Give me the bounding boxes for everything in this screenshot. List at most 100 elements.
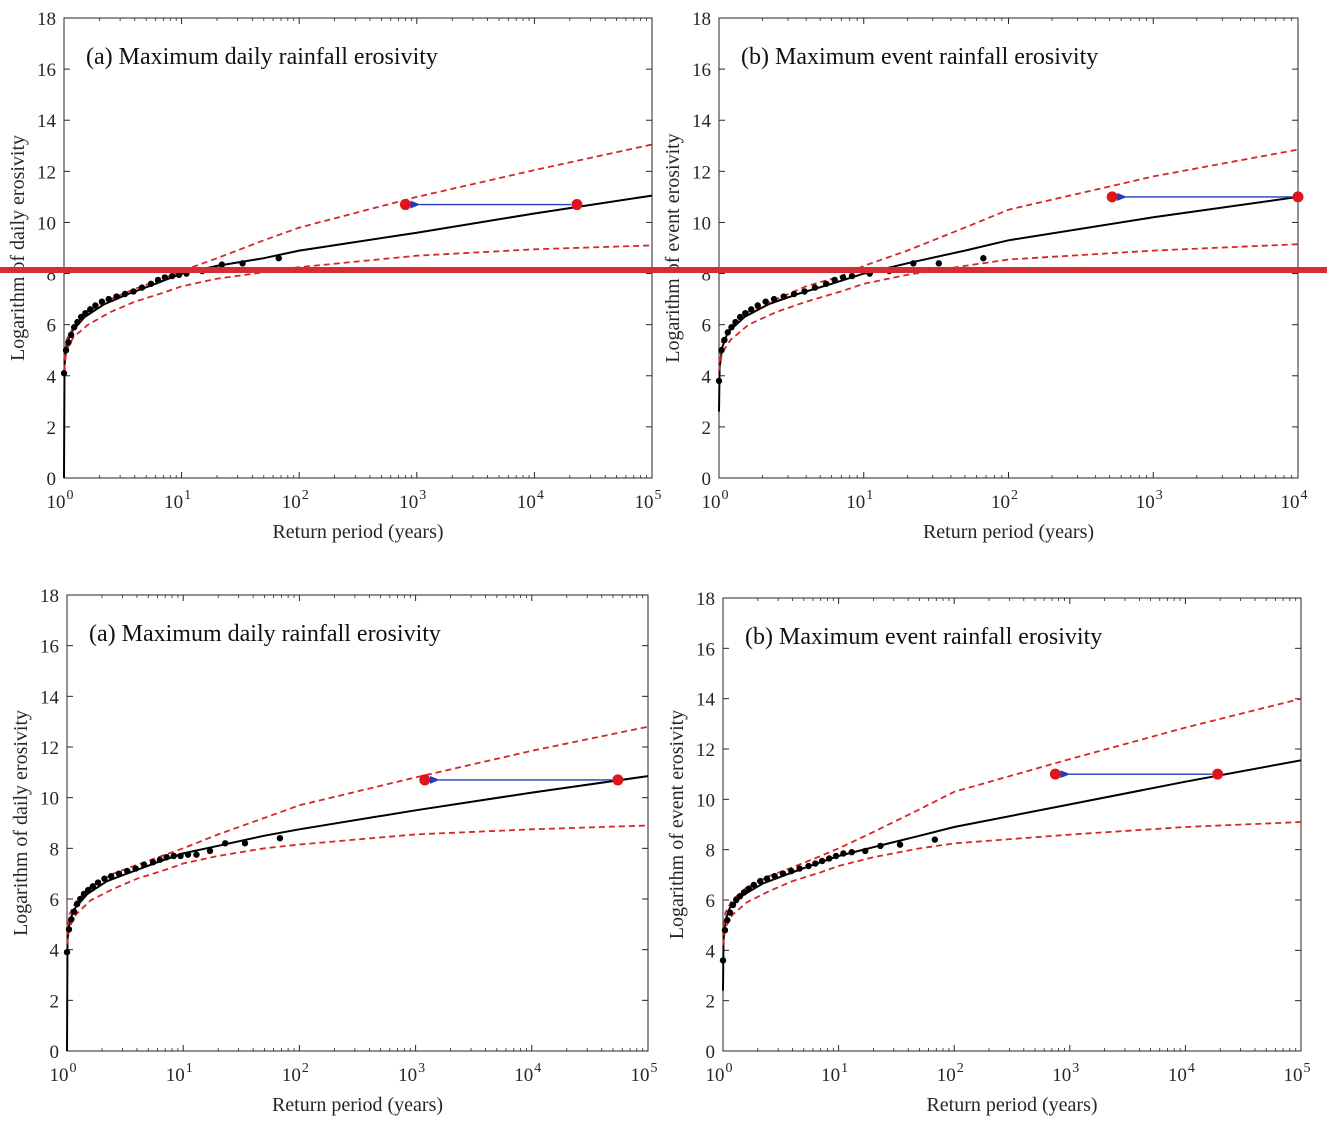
chart-4-ytick-label: 4 bbox=[706, 941, 716, 962]
chart-1-data-point bbox=[105, 295, 112, 303]
chart-3-data-point bbox=[70, 908, 78, 915]
chart-2-red-marker-2 bbox=[1292, 191, 1304, 203]
chart-2-xtick-label: 101 bbox=[846, 488, 873, 513]
chart-3-data-point bbox=[177, 852, 184, 860]
chart-2-data-point bbox=[715, 377, 723, 385]
chart-2-data-point bbox=[728, 324, 735, 331]
chart-3-data-point bbox=[94, 879, 102, 886]
chart-3-ytick-label: 6 bbox=[50, 890, 60, 911]
chart-2-data-point bbox=[770, 295, 778, 303]
chart-4-data-point bbox=[745, 885, 752, 892]
chart-1-xtick-label: 103 bbox=[399, 488, 426, 513]
chart-3-xtick-label: 104 bbox=[514, 1061, 541, 1086]
chart-3-data-point bbox=[156, 856, 164, 863]
chart-2-ytick-label: 14 bbox=[692, 111, 712, 132]
chart-4-data-point bbox=[818, 857, 826, 865]
chart-4-data-point bbox=[805, 862, 812, 870]
chart-1-series-ci-upper bbox=[63, 143, 653, 361]
chart-1-xtick-label: 100 bbox=[47, 488, 74, 513]
chart-3-xtick-label: 102 bbox=[282, 1061, 309, 1086]
chart-2-ytick-label: 2 bbox=[702, 418, 712, 439]
chart-4-ytick-label: 12 bbox=[696, 740, 715, 761]
chart-1-ytick-label: 2 bbox=[47, 418, 57, 439]
chart-2-xtick-exponent: 3 bbox=[1156, 488, 1163, 503]
chart-1-ytick-label: 14 bbox=[37, 111, 57, 132]
chart-2-ytick-label: 6 bbox=[702, 316, 712, 337]
chart-1-ytick-label: 4 bbox=[47, 367, 57, 388]
chart-4-data-point bbox=[896, 841, 904, 848]
chart-3-ytick-label: 10 bbox=[40, 789, 59, 810]
chart-4-xtick-exponent: 5 bbox=[1304, 1061, 1311, 1076]
chart-3-ytick-label: 8 bbox=[50, 839, 60, 860]
chart-3-xtick-exponent: 3 bbox=[418, 1061, 425, 1076]
chart-1-data-point bbox=[62, 347, 70, 354]
chart-2-ytick-label: 0 bbox=[702, 469, 712, 490]
chart-1-data-point bbox=[168, 272, 176, 280]
chart-4-ylabel: Logarithm of event erosivity bbox=[666, 710, 688, 939]
chart-3-data-point bbox=[73, 900, 81, 908]
chart-3-ytick-label: 2 bbox=[50, 991, 60, 1012]
chart-3-ytick-label: 14 bbox=[40, 687, 60, 708]
chart-2-title: (b) Maximum event rainfall erosivity bbox=[741, 44, 1098, 70]
chart-1-data-point bbox=[239, 260, 246, 267]
chart-1-data-point bbox=[130, 288, 137, 295]
chart-2-data-point bbox=[762, 298, 769, 305]
chart-3-xtick-exponent: 0 bbox=[70, 1061, 77, 1076]
chart-3-data-point bbox=[63, 949, 71, 956]
chart-1-data-point bbox=[70, 324, 78, 331]
chart-2-xtick-exponent: 1 bbox=[866, 488, 873, 503]
chart-3-ytick-label: 0 bbox=[50, 1042, 60, 1063]
chart-3-ytick-label: 12 bbox=[40, 738, 59, 759]
chart-3-ytick-label: 18 bbox=[40, 586, 59, 607]
chart-4-ytick-label: 16 bbox=[696, 639, 715, 660]
chart-3-data-point bbox=[107, 873, 115, 880]
chart-3-xtick-exponent: 2 bbox=[302, 1061, 309, 1076]
chart-3-data-point bbox=[68, 916, 75, 923]
chart-2-data-point bbox=[732, 318, 739, 326]
chart-4-data-point bbox=[848, 848, 855, 856]
chart-4-xtick-label: 102 bbox=[937, 1061, 964, 1086]
chart-2-data-point bbox=[790, 290, 798, 298]
chart-4-data-point bbox=[832, 852, 840, 860]
chart-2-ytick-label: 10 bbox=[692, 213, 711, 234]
chart-1-ytick-label: 0 bbox=[47, 469, 57, 490]
chart-2-data-point bbox=[718, 347, 725, 354]
chart-2-ytick-label: 12 bbox=[692, 162, 711, 183]
chart-2-xtick-label: 104 bbox=[1281, 488, 1308, 513]
chart-3-ytick-label: 16 bbox=[40, 637, 59, 658]
chart-4-data-point bbox=[719, 957, 727, 964]
chart-4-ytick-label: 10 bbox=[696, 790, 715, 811]
chart-2-data-point bbox=[801, 288, 808, 295]
chart-3-data-point bbox=[149, 859, 157, 866]
chart-3-xtick-exponent: 4 bbox=[534, 1061, 541, 1076]
chart-3-data-point bbox=[222, 840, 229, 847]
chart-4-data-point bbox=[779, 870, 787, 877]
chart-4-data-point bbox=[840, 850, 847, 857]
chart-1-xtick-label: 104 bbox=[517, 488, 544, 513]
chart-3-data-point bbox=[89, 883, 97, 890]
chart-3-data-point bbox=[101, 875, 108, 882]
chart-1-series-ci-lower bbox=[63, 244, 653, 371]
chart-3-data-point bbox=[170, 852, 177, 860]
chart-4-xtick-exponent: 3 bbox=[1072, 1061, 1079, 1076]
chart-4-data-point bbox=[862, 847, 869, 855]
chart-1-data-point bbox=[154, 276, 162, 284]
chart-4-ytick-label: 8 bbox=[706, 841, 716, 862]
chart-2-xtick-label: 100 bbox=[702, 488, 729, 513]
chart-2-data-point bbox=[910, 260, 917, 267]
chart-3-data-point bbox=[206, 847, 214, 855]
chart-1-ytick-label: 8 bbox=[47, 265, 57, 286]
chart-1-data-point bbox=[161, 274, 169, 281]
chart-2-data-point bbox=[742, 309, 749, 317]
chart-2-data-point bbox=[754, 302, 761, 309]
chart-4-ytick-label: 18 bbox=[696, 589, 715, 610]
chart-2-data-point bbox=[811, 284, 819, 291]
chart-4-data-point bbox=[724, 916, 731, 924]
chart-4-data-point bbox=[771, 872, 778, 880]
chart-2-data-point bbox=[848, 272, 856, 280]
chart-1-data-point bbox=[218, 261, 226, 268]
chart-4-plot-frame bbox=[722, 597, 1302, 1052]
chart-3-data-point bbox=[241, 840, 249, 847]
